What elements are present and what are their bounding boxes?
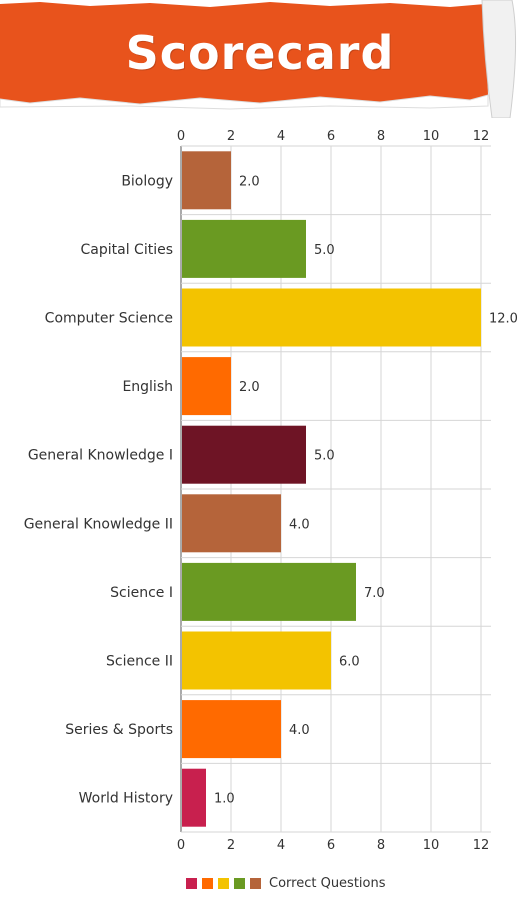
category-label: General Knowledge II xyxy=(24,516,173,532)
x-tick-label-top: 4 xyxy=(277,129,285,144)
data-label: 5.0 xyxy=(314,243,335,258)
x-tick-label-top: 10 xyxy=(423,129,440,144)
x-tick-label-bottom: 12 xyxy=(473,838,490,853)
x-tick-label-top: 12 xyxy=(473,129,490,144)
bar xyxy=(182,494,281,553)
banner-paper xyxy=(0,2,488,104)
category-label: General Knowledge I xyxy=(28,448,173,464)
banner-torn-edge xyxy=(0,94,489,110)
legend-swatch xyxy=(234,877,245,889)
legend-label: Correct Questions xyxy=(269,875,386,891)
title-banner: Scorecard xyxy=(0,0,524,118)
legend-swatch xyxy=(218,877,229,889)
data-label: 2.0 xyxy=(239,174,260,189)
bar xyxy=(182,631,331,690)
data-label: 7.0 xyxy=(364,586,385,601)
data-label: 2.0 xyxy=(239,380,260,395)
x-tick-label-bottom: 0 xyxy=(177,838,185,853)
x-tick-label-bottom: 4 xyxy=(277,838,285,853)
bar xyxy=(182,151,231,210)
bar xyxy=(182,219,306,278)
legend: Correct Questions xyxy=(186,873,386,893)
category-label: Series & Sports xyxy=(65,722,173,738)
legend-swatch xyxy=(202,877,213,889)
category-label: Computer Science xyxy=(45,311,173,327)
category-label: Science I xyxy=(110,585,173,601)
category-label: Capital Cities xyxy=(81,242,174,258)
bar xyxy=(182,357,231,416)
x-tick-label-bottom: 10 xyxy=(423,838,440,853)
x-tick-label-top: 6 xyxy=(327,129,335,144)
category-label: World History xyxy=(79,791,173,807)
x-tick-label-top: 0 xyxy=(177,129,185,144)
chart-title: Scorecard xyxy=(125,26,395,80)
category-label: Biology xyxy=(121,173,173,189)
legend-swatch xyxy=(186,877,197,889)
x-tick-label-bottom: 8 xyxy=(377,838,385,853)
bar xyxy=(182,700,281,759)
category-label: Science II xyxy=(106,654,173,670)
bar xyxy=(182,768,206,827)
legend-swatches xyxy=(186,877,266,889)
x-tick-label-top: 2 xyxy=(227,129,235,144)
bar-chart: 0 0 2 2 4 4 6 6 8 8 10 10 12 12 Biology 2.0 Capital Citi… xyxy=(24,129,518,853)
category-label: English xyxy=(122,379,173,395)
x-tick-label-top: 8 xyxy=(377,129,385,144)
data-label: 5.0 xyxy=(314,449,335,464)
torn-paper-banner xyxy=(0,0,517,118)
bar xyxy=(182,425,306,484)
x-tick-label-bottom: 2 xyxy=(227,838,235,853)
data-label: 12.0 xyxy=(489,312,518,327)
x-tick-label-bottom: 6 xyxy=(327,838,335,853)
legend-swatch xyxy=(250,877,261,889)
data-label: 1.0 xyxy=(214,792,235,807)
bar xyxy=(182,562,356,621)
tape-strip xyxy=(481,0,517,118)
data-label: 4.0 xyxy=(289,723,310,738)
data-label: 4.0 xyxy=(289,517,310,532)
bar xyxy=(182,288,481,347)
data-label: 6.0 xyxy=(339,655,360,670)
